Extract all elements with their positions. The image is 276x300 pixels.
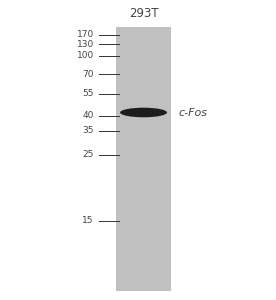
Text: 55: 55 <box>82 89 94 98</box>
Ellipse shape <box>120 108 167 117</box>
Text: 100: 100 <box>77 51 94 60</box>
Text: 130: 130 <box>77 40 94 49</box>
Text: c-Fos: c-Fos <box>178 107 207 118</box>
Text: 293T: 293T <box>129 7 158 20</box>
Text: 170: 170 <box>77 30 94 39</box>
Text: 15: 15 <box>82 216 94 225</box>
Text: 25: 25 <box>83 150 94 159</box>
Bar <box>116 27 171 291</box>
Text: 70: 70 <box>82 70 94 79</box>
Text: 40: 40 <box>83 111 94 120</box>
Text: 35: 35 <box>82 126 94 135</box>
